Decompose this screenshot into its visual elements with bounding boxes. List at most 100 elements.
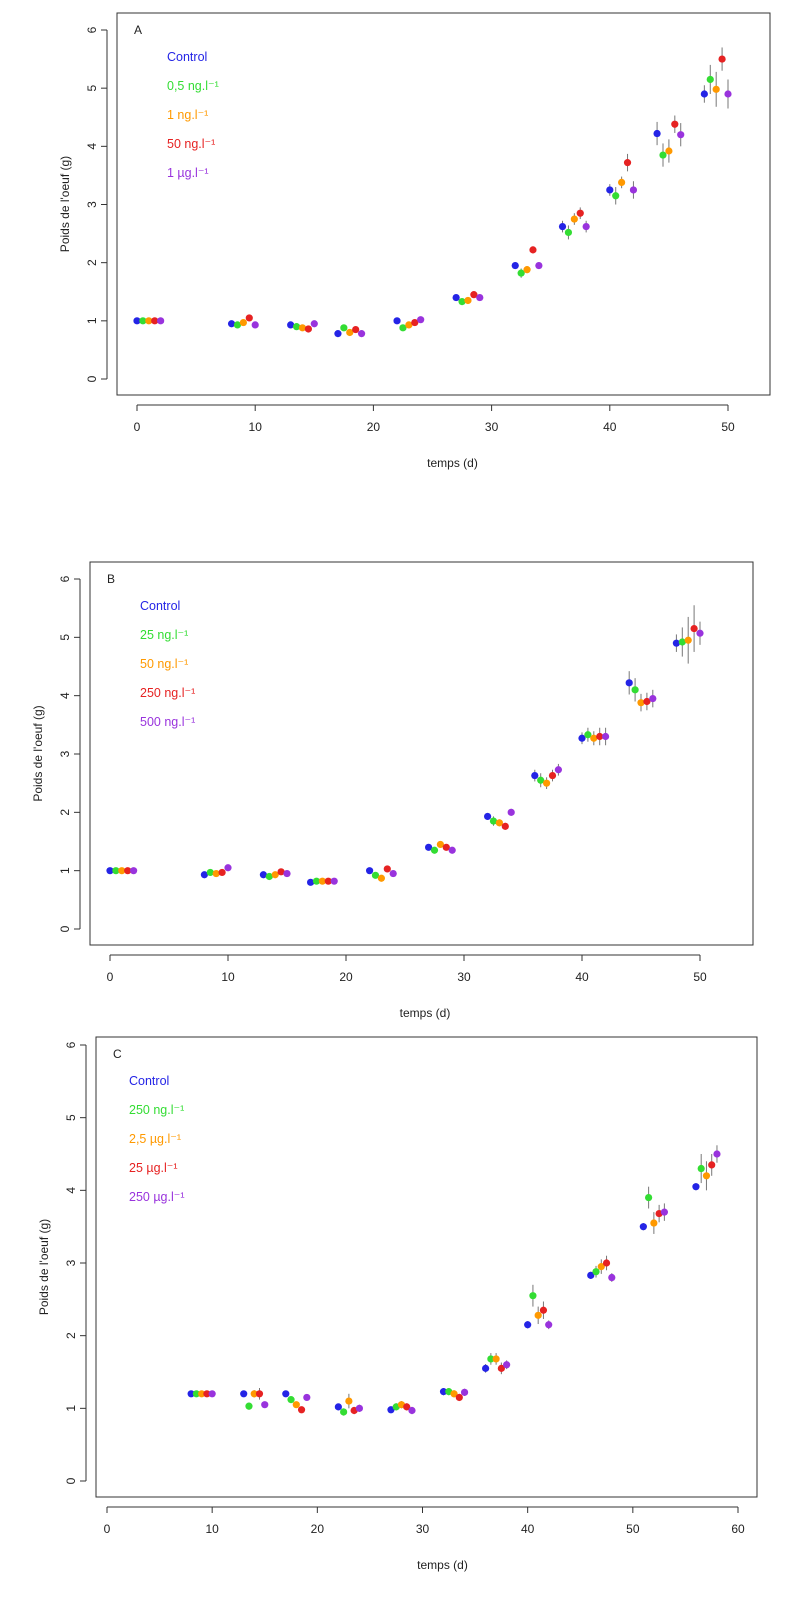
data-point: [713, 1150, 721, 1158]
data-point: [501, 822, 509, 830]
data-point: [597, 1263, 605, 1271]
x-axis: 0 10 20 30 40 50: [107, 954, 707, 984]
data-point: [206, 868, 214, 877]
data-point: [118, 867, 126, 875]
y-axis-title: Poids de l'oeuf (g): [31, 705, 45, 801]
data-point: [403, 1403, 411, 1411]
data-point: [112, 867, 120, 875]
data-point: [439, 1388, 448, 1396]
legend-entry: 250 ng.l⁻¹: [140, 686, 195, 700]
legend-entry: 1 ng.l⁻¹: [167, 108, 208, 122]
data-point: [240, 1390, 248, 1398]
legend: Control 0,5 ng.l⁻¹ 1 ng.l⁻¹ 50 ng.l⁻¹ 1 µg.l…: [167, 50, 219, 180]
x-tick-label: 0: [134, 420, 141, 434]
data-point: [455, 1393, 463, 1402]
data-point: [482, 1364, 490, 1372]
series-3: [203, 1154, 716, 1415]
data-point: [212, 869, 220, 878]
data-point: [511, 261, 519, 270]
series-2: [145, 71, 720, 337]
data-point: [507, 808, 515, 816]
series-3: [124, 605, 698, 885]
series-1: [192, 1154, 705, 1416]
data-point: [245, 314, 253, 322]
data-point: [487, 1355, 495, 1363]
panel-letter: C: [113, 1047, 122, 1061]
data-point: [218, 868, 226, 877]
plot-frame: [116, 12, 771, 396]
data-point: [460, 1388, 469, 1396]
data-point: [578, 734, 586, 742]
x-tick-label: 10: [221, 970, 235, 984]
legend-entry: 50 ng.l⁻¹: [140, 657, 188, 671]
legend-entry: 25 µg.l⁻¹: [129, 1161, 178, 1175]
data-point: [706, 75, 714, 84]
data-point: [430, 846, 439, 854]
data-point: [200, 871, 208, 879]
data-point: [497, 1364, 505, 1372]
data-point: [292, 323, 301, 331]
plot-frame: [95, 1036, 758, 1498]
data-point: [548, 771, 557, 780]
legend-entry: Control: [129, 1074, 169, 1088]
series-4: [208, 1145, 721, 1415]
data-point: [708, 1161, 716, 1169]
data-point: [608, 1273, 616, 1282]
data-point: [340, 1408, 348, 1416]
x-axis: 0 10 20 30 40 50: [134, 404, 735, 434]
data-point: [606, 186, 614, 194]
data-point: [692, 1183, 700, 1191]
data-point: [227, 320, 236, 328]
y-tick-label: 2: [58, 809, 72, 816]
data-point: [377, 874, 385, 882]
x-tick-label: 40: [603, 420, 617, 434]
x-axis: 0 10 20 30 40 50 60: [104, 1506, 745, 1536]
data-point: [582, 223, 590, 231]
data-point: [637, 699, 645, 707]
data-point: [712, 85, 720, 93]
data-point: [602, 732, 610, 741]
data-point: [271, 871, 279, 879]
x-tick-label: 20: [367, 420, 381, 434]
data-point: [584, 731, 592, 739]
data-point: [157, 317, 165, 325]
data-point: [592, 1268, 600, 1276]
data-point: [251, 321, 259, 329]
data-point: [659, 151, 667, 159]
data-point: [690, 624, 698, 633]
data-point: [543, 779, 551, 787]
y-tick-label: 3: [85, 201, 99, 208]
data-point: [387, 1406, 395, 1414]
y-tick-label: 4: [85, 143, 99, 150]
data-point: [151, 317, 159, 325]
data-point: [650, 1219, 658, 1227]
legend-entry: 25 ng.l⁻¹: [140, 628, 188, 642]
series-2: [198, 1161, 711, 1409]
series-3: [151, 47, 726, 334]
series-2: [118, 616, 692, 885]
x-tick-label: 0: [107, 970, 114, 984]
data-point: [208, 1390, 216, 1398]
x-tick-label: 50: [626, 1522, 640, 1536]
data-point: [524, 1321, 532, 1329]
x-tick-label: 50: [721, 420, 735, 434]
data-point: [393, 317, 401, 325]
data-point: [564, 228, 573, 237]
data-point: [130, 867, 138, 875]
data-point: [448, 846, 456, 854]
legend: Control 25 ng.l⁻¹ 50 ng.l⁻¹ 250 ng.l⁻¹ 500 n…: [140, 599, 195, 729]
y-tick-label: 0: [64, 1477, 78, 1484]
data-point: [224, 864, 232, 872]
data-point: [312, 877, 321, 885]
data-point: [352, 325, 360, 334]
y-tick-label: 6: [64, 1041, 78, 1048]
x-tick-label: 10: [205, 1522, 219, 1536]
y-axis-title: Poids de l'oeuf (g): [37, 1219, 51, 1315]
data-point: [259, 871, 267, 879]
data-point: [625, 679, 633, 687]
panel-a: 0 10 20 30 40 50 0 1 2 3 4 5 6 temps (d) Poids de l'oe…: [58, 12, 771, 470]
data-point: [660, 1208, 668, 1216]
data-point: [537, 776, 545, 784]
data-point: [203, 1390, 211, 1398]
data-point: [503, 1361, 511, 1369]
